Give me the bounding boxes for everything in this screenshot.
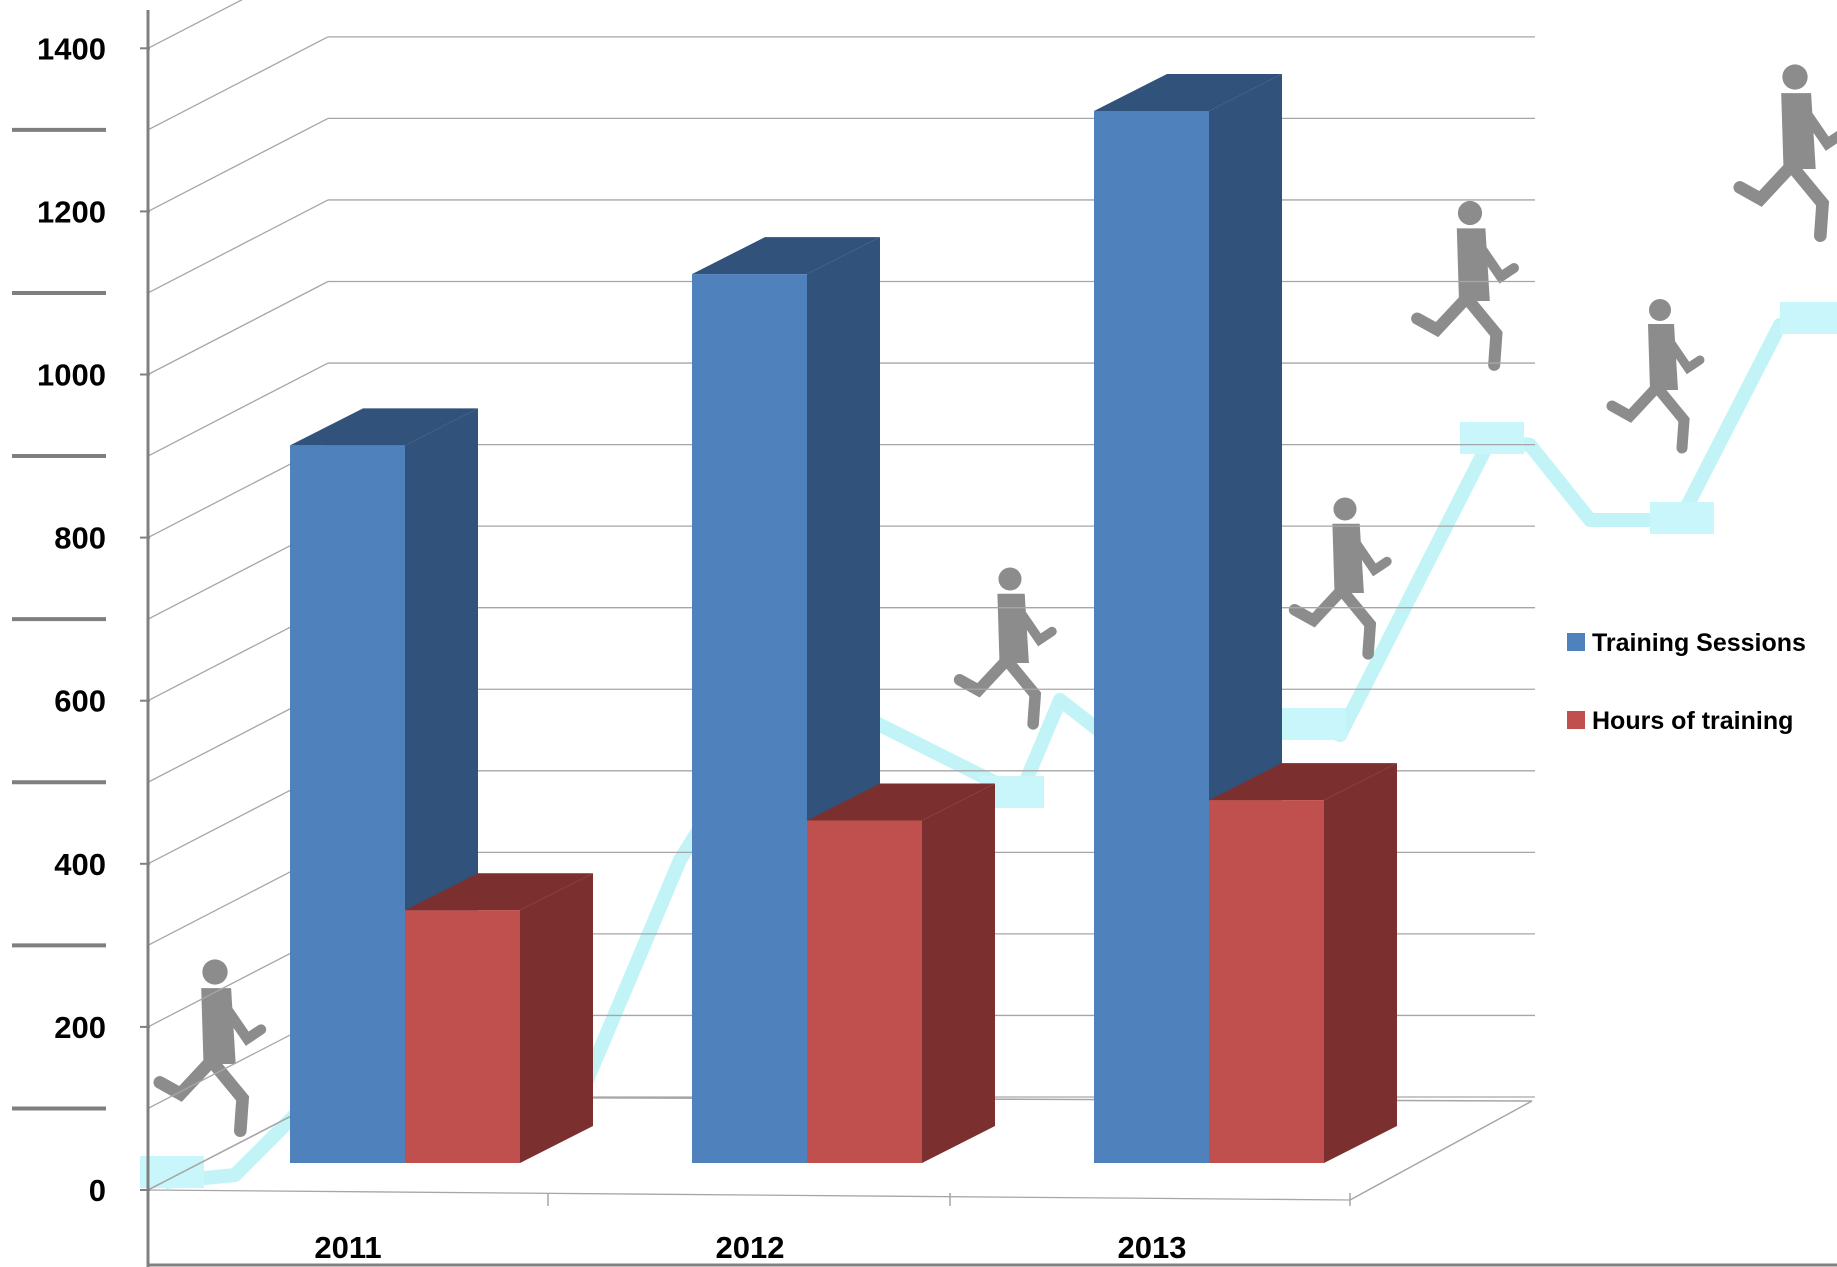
bar-top [405, 873, 593, 911]
y-tick-label: 800 [54, 521, 106, 556]
gridline-diagonal [147, 0, 243, 49]
gridline-diagonal [147, 36, 329, 131]
bar-top [1094, 74, 1282, 112]
axes [12, 10, 1837, 1267]
legend-swatch [1567, 711, 1585, 729]
x-tick-label: 2011 [314, 1230, 381, 1265]
runner-arm [1657, 325, 1705, 375]
bar-top [807, 783, 995, 821]
runner-leg [153, 1053, 220, 1102]
runner-leg [204, 1053, 250, 1138]
bar-front [807, 820, 922, 1163]
x-tick-label: 2012 [716, 1230, 785, 1265]
bar-top [290, 408, 478, 446]
staircase-step [1650, 502, 1714, 534]
legend: Training Sessions Hours of training [1567, 629, 1806, 735]
runner-leg [1459, 290, 1503, 371]
runner-arm [1792, 94, 1837, 151]
bar-front [1209, 800, 1324, 1163]
bar-front [692, 274, 807, 1164]
gridline-diagonal [147, 117, 329, 212]
runner-head [1457, 200, 1483, 226]
runner-head [202, 959, 228, 985]
staircase-step [1282, 708, 1346, 740]
y-tick-label: 400 [54, 847, 106, 882]
runner-silhouette [1733, 64, 1837, 243]
gridline-diagonal [147, 199, 329, 294]
runner-silhouette [953, 567, 1057, 730]
runner-leg [1650, 380, 1690, 454]
bar-side [520, 873, 593, 1163]
runner-leg [1606, 380, 1664, 423]
runner-silhouette [1288, 497, 1392, 660]
runner-silhouette [1411, 200, 1519, 371]
bar-top [1209, 763, 1397, 801]
legend-swatch [1567, 633, 1585, 651]
runner-leg [1411, 290, 1474, 338]
runner-silhouette [1606, 299, 1705, 454]
bar-side [922, 783, 995, 1163]
bar-front [405, 910, 520, 1163]
runner-arm [1467, 230, 1519, 284]
gridline-diagonal [147, 280, 329, 376]
runner-leg [1335, 583, 1377, 660]
x-axis-front-line [147, 1189, 1351, 1201]
runner-arm [212, 989, 267, 1046]
staircase-step [140, 1156, 204, 1188]
y-tick-label: 200 [54, 1010, 106, 1045]
bar-hours-2013 [1209, 763, 1397, 1163]
y-tick-label: 0 [89, 1173, 106, 1208]
runner-head [1782, 64, 1808, 90]
bar-front [1094, 111, 1209, 1163]
runner-head [1649, 299, 1671, 321]
runner-leg [1288, 583, 1349, 628]
y-tick-label: 600 [54, 684, 106, 719]
runner-arm [1007, 595, 1057, 647]
runner-head [998, 567, 1022, 591]
y-tick-label: 1000 [37, 358, 106, 393]
legend-label: Hours of training [1592, 707, 1793, 735]
legend-label: Training Sessions [1592, 629, 1806, 657]
runner-arm [1342, 525, 1392, 577]
staircase-decoration [140, 64, 1837, 1189]
bar-front [290, 445, 405, 1163]
y-tick-label: 1200 [37, 194, 106, 229]
runner-leg [1784, 158, 1830, 243]
staircase-step [1780, 302, 1837, 334]
runner-head [1333, 497, 1357, 521]
tick-labels: 0 200 400 600 800 1000 1200 1400 2011 2012 2013 [37, 31, 1186, 1265]
runner-leg [1000, 653, 1042, 730]
y-tick-label: 1400 [37, 31, 106, 66]
bars [290, 74, 1397, 1164]
x-tick-label: 2013 [1118, 1230, 1187, 1265]
runner-leg [953, 653, 1014, 698]
gridline-diagonal [147, 362, 329, 457]
runner-leg [1733, 158, 1800, 207]
bar-top [692, 237, 880, 275]
bar-hours-2012 [807, 783, 995, 1163]
bar-side [1324, 763, 1397, 1163]
runner-silhouette [153, 959, 267, 1138]
bar-hours-2011 [405, 873, 593, 1163]
staircase-step [1460, 422, 1524, 454]
